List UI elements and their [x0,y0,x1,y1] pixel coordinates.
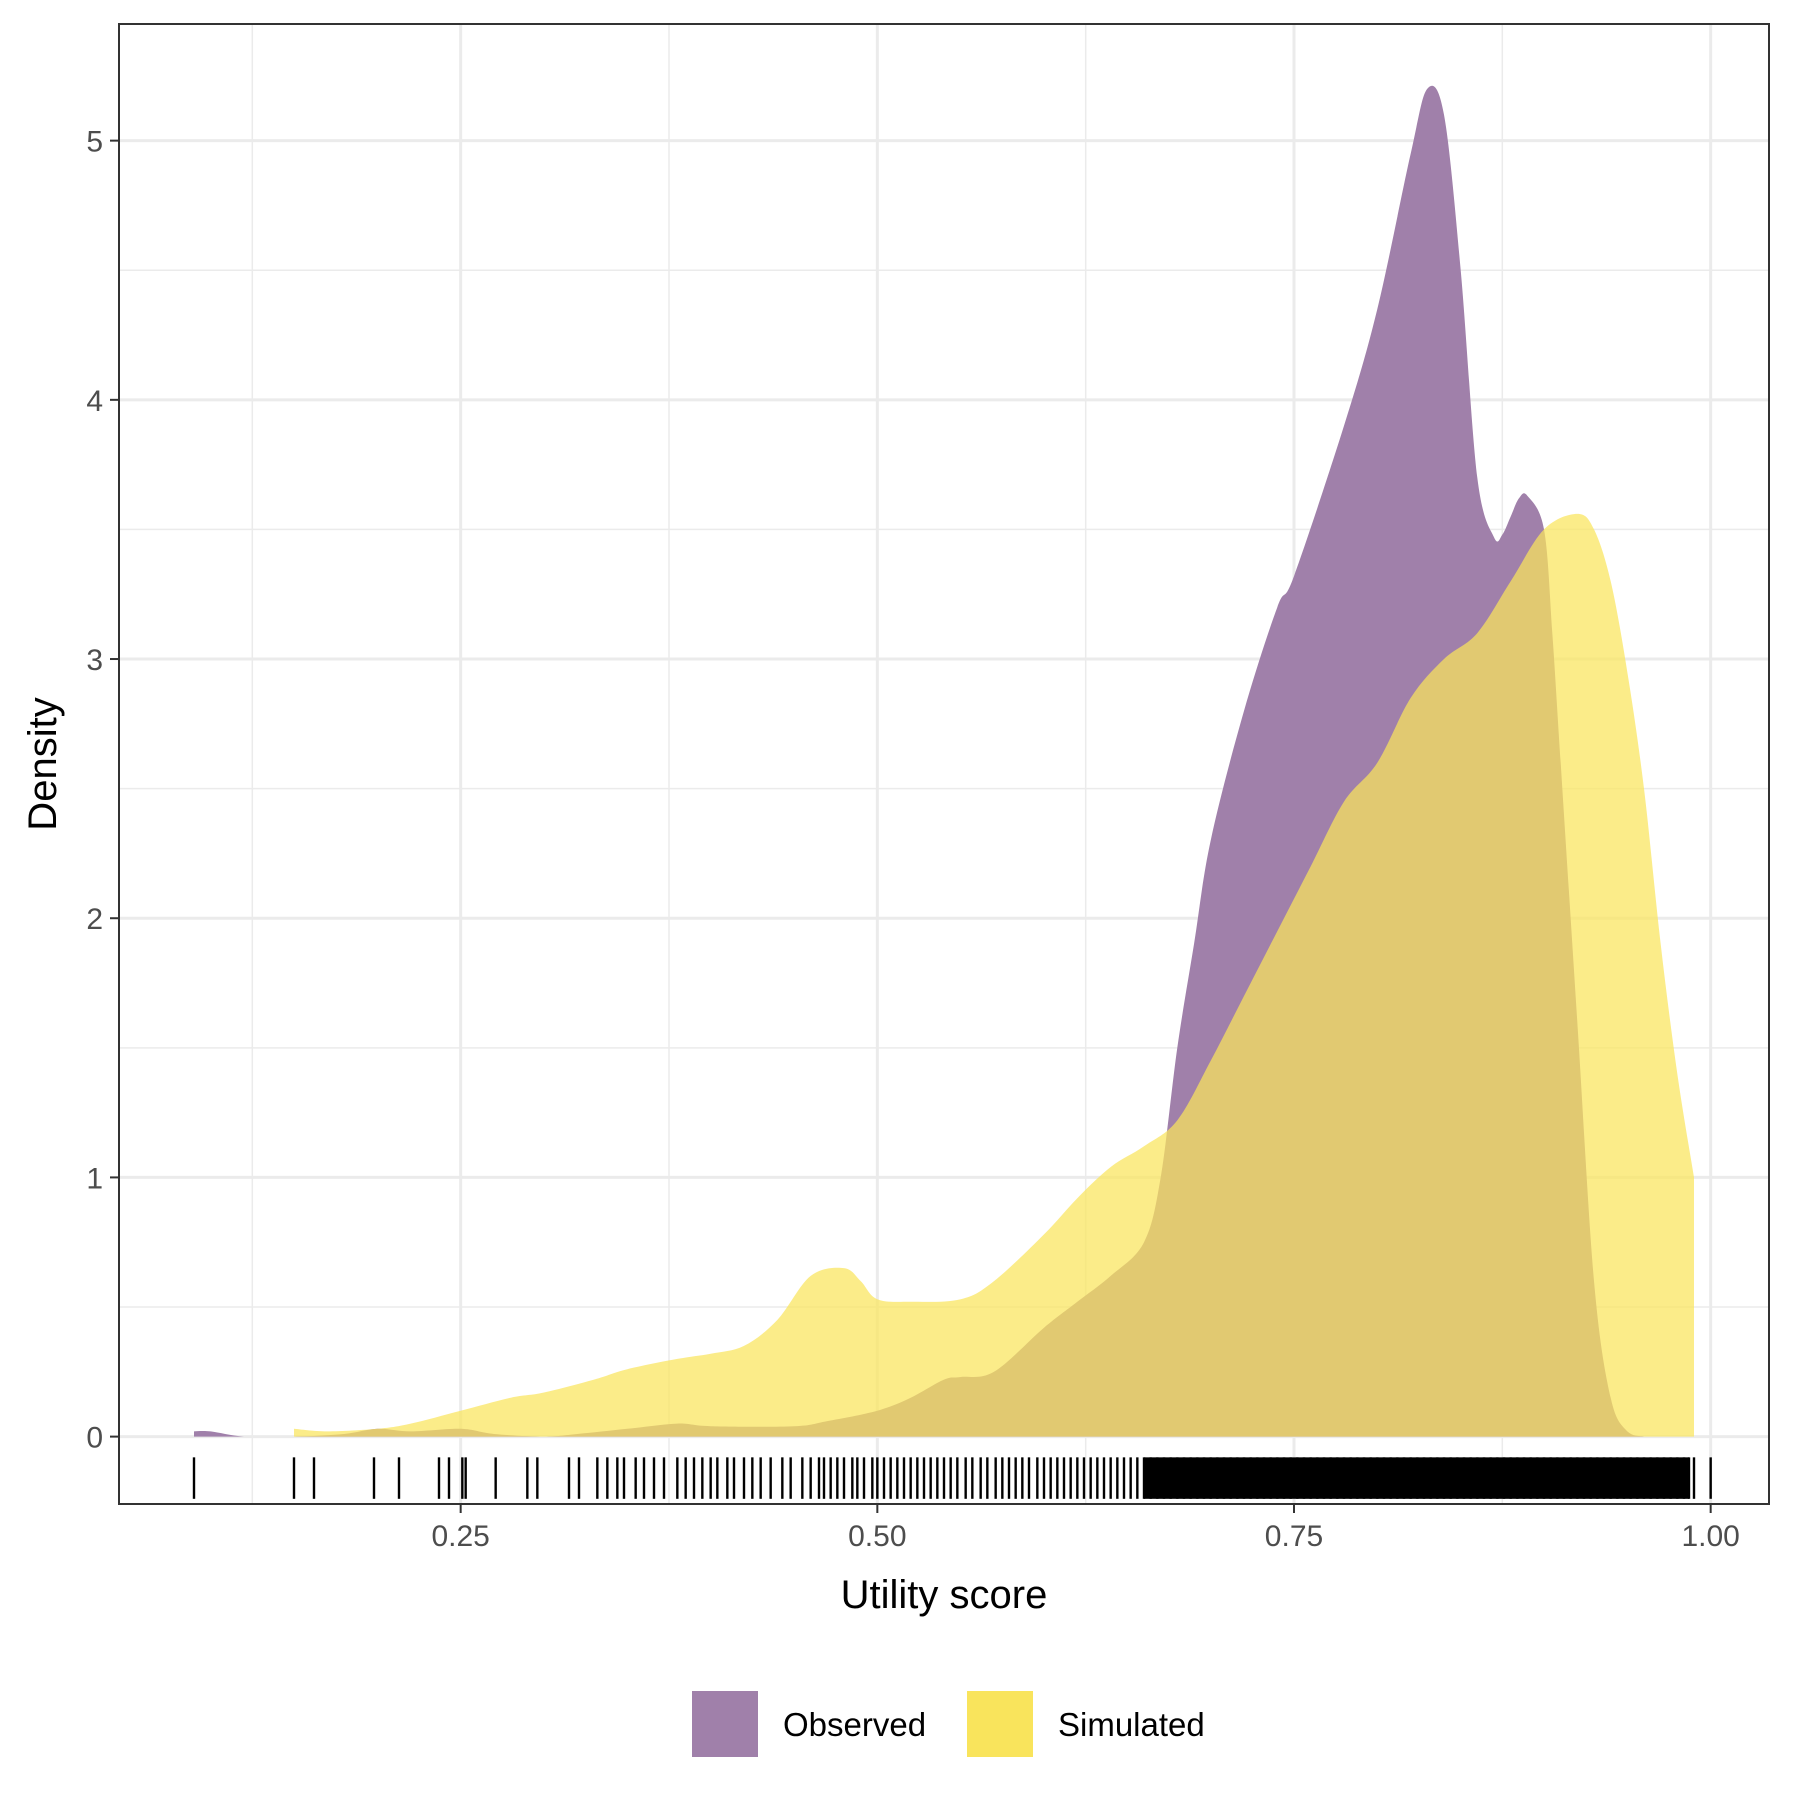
density-area-simulated [294,513,1694,1437]
legend-label-observed: Observed [783,1706,926,1743]
axes: 0 1 2 3 4 5 0.25 0.50 0.75 1.00 [86,126,1740,1553]
legend-label-simulated: Simulated [1058,1706,1205,1743]
legend-key-simulated [967,1691,1033,1757]
y-tick-label: 3 [86,644,103,677]
legend-key-observed [692,1691,758,1757]
legend: Observed Simulated [692,1691,1205,1757]
x-tick-label: 0.75 [1265,1520,1323,1553]
x-tick-label: 0.25 [431,1520,489,1553]
plot-panel-border [118,23,1770,1505]
density-areas [194,85,1694,1437]
x-tick-label: 1.00 [1681,1520,1739,1553]
rug-marks [192,1457,1712,1499]
y-tick-label: 2 [86,903,103,936]
y-axis-title: Density [21,697,65,830]
x-tick-label: 0.50 [848,1520,906,1553]
y-tick-label: 0 [86,1422,103,1455]
y-tick-label: 4 [86,385,103,418]
rug-dense-band [1144,1457,1689,1499]
y-tick-label: 5 [86,126,103,159]
x-axis-title: Utility score [841,1573,1048,1617]
y-tick-label: 1 [86,1162,103,1195]
